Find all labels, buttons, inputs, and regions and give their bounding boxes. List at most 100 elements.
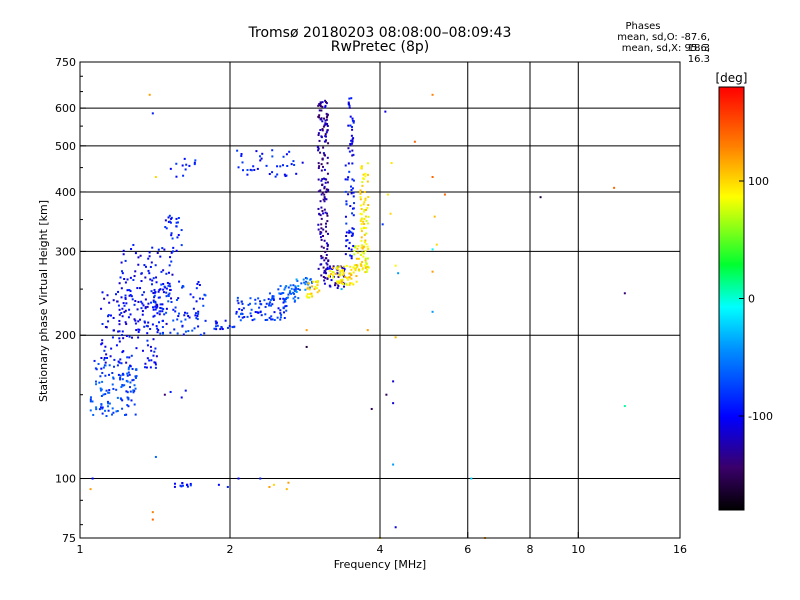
data-point bbox=[180, 396, 183, 399]
data-point bbox=[150, 283, 153, 286]
data-point bbox=[101, 406, 104, 409]
x-tick-label: 10 bbox=[571, 543, 585, 556]
data-point bbox=[119, 378, 122, 381]
data-point bbox=[170, 232, 173, 235]
data-point bbox=[240, 153, 243, 156]
y-tick-label: 600 bbox=[55, 102, 76, 115]
data-point bbox=[342, 273, 345, 276]
data-point bbox=[126, 356, 129, 359]
data-point bbox=[314, 285, 317, 288]
data-point bbox=[247, 303, 250, 306]
data-point bbox=[154, 363, 157, 366]
data-point bbox=[328, 284, 331, 287]
data-point bbox=[297, 288, 300, 291]
data-point bbox=[326, 156, 329, 159]
data-point bbox=[129, 290, 132, 293]
data-point bbox=[136, 287, 139, 290]
data-point bbox=[112, 376, 115, 379]
data-point bbox=[251, 319, 254, 322]
data-point bbox=[154, 175, 157, 178]
data-point bbox=[126, 404, 129, 407]
data-point bbox=[101, 339, 104, 342]
data-point bbox=[294, 299, 297, 302]
data-point bbox=[305, 345, 308, 348]
data-point bbox=[165, 287, 168, 290]
data-point bbox=[111, 413, 114, 416]
data-point bbox=[163, 313, 166, 316]
data-point bbox=[271, 297, 274, 300]
data-point bbox=[279, 309, 282, 312]
data-point bbox=[121, 270, 124, 273]
data-point bbox=[191, 329, 194, 332]
data-point bbox=[613, 186, 616, 189]
data-point bbox=[124, 296, 127, 299]
data-point bbox=[161, 303, 164, 306]
data-point bbox=[183, 157, 186, 160]
data-point bbox=[101, 371, 104, 374]
data-point bbox=[140, 300, 143, 303]
data-point bbox=[204, 294, 207, 297]
data-point bbox=[146, 339, 149, 342]
data-point bbox=[318, 289, 321, 292]
data-point bbox=[347, 124, 350, 127]
data-point bbox=[345, 200, 348, 203]
data-point bbox=[215, 325, 218, 328]
data-point bbox=[353, 250, 356, 253]
data-point bbox=[184, 330, 187, 333]
data-point bbox=[289, 290, 292, 293]
data-point bbox=[351, 227, 354, 230]
data-point bbox=[168, 282, 171, 285]
data-point bbox=[305, 329, 308, 332]
data-point bbox=[287, 293, 290, 296]
data-point bbox=[194, 159, 197, 162]
data-point bbox=[283, 288, 286, 291]
data-point bbox=[148, 251, 151, 254]
y-tick-label: 100 bbox=[55, 473, 76, 486]
data-point bbox=[324, 104, 327, 107]
data-point bbox=[326, 243, 329, 246]
data-point bbox=[107, 315, 110, 318]
data-point bbox=[111, 336, 114, 339]
data-point bbox=[322, 198, 325, 201]
data-point bbox=[128, 308, 131, 311]
data-point bbox=[323, 124, 326, 127]
data-point bbox=[161, 332, 164, 335]
data-point bbox=[365, 270, 368, 273]
data-point bbox=[139, 254, 142, 257]
data-point bbox=[154, 291, 157, 294]
data-point bbox=[283, 299, 286, 302]
data-point bbox=[172, 319, 175, 322]
data-point bbox=[322, 165, 325, 168]
data-point bbox=[364, 175, 367, 178]
data-point bbox=[121, 407, 124, 410]
data-point bbox=[162, 282, 165, 285]
data-point bbox=[323, 271, 326, 274]
data-point bbox=[137, 328, 140, 331]
data-point bbox=[345, 239, 348, 242]
data-point bbox=[177, 297, 180, 300]
data-point bbox=[165, 272, 168, 275]
data-point bbox=[121, 378, 124, 381]
data-point bbox=[321, 120, 324, 123]
data-point bbox=[120, 296, 123, 299]
data-point bbox=[331, 271, 334, 274]
data-point bbox=[104, 374, 107, 377]
data-point bbox=[119, 276, 122, 279]
data-point bbox=[259, 311, 262, 314]
data-point bbox=[361, 268, 364, 271]
data-point bbox=[114, 293, 117, 296]
data-point bbox=[366, 206, 369, 209]
data-point bbox=[252, 165, 255, 168]
data-point bbox=[193, 327, 196, 330]
data-point bbox=[360, 213, 363, 216]
data-point bbox=[327, 142, 330, 145]
data-point bbox=[152, 292, 155, 295]
data-point bbox=[322, 228, 325, 231]
data-point bbox=[364, 172, 367, 175]
data-point bbox=[124, 294, 127, 297]
data-point bbox=[149, 345, 152, 348]
data-point bbox=[363, 264, 366, 267]
data-point bbox=[123, 304, 126, 307]
data-point bbox=[153, 296, 156, 299]
data-point bbox=[117, 330, 120, 333]
